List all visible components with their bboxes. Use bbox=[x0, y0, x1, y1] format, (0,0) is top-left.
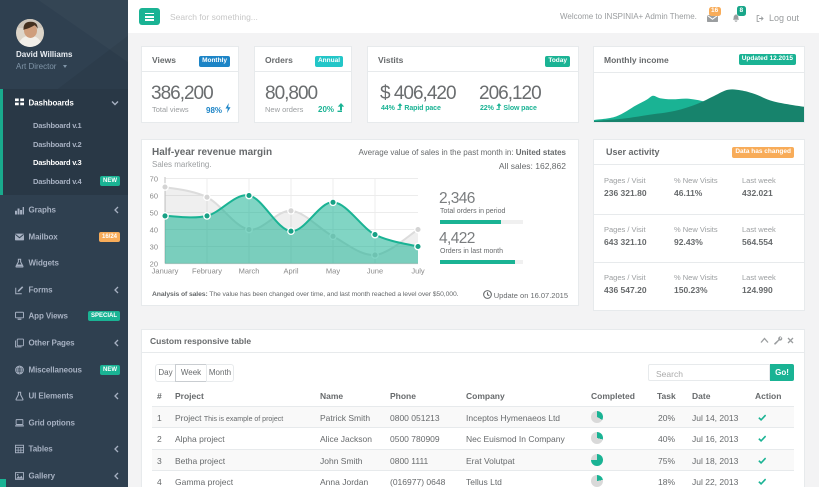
svg-text:50: 50 bbox=[150, 209, 158, 218]
svg-text:June: June bbox=[367, 267, 383, 276]
svg-text:March: March bbox=[239, 267, 260, 276]
svg-text:20: 20 bbox=[150, 260, 158, 269]
svg-text:30: 30 bbox=[150, 243, 158, 252]
svg-text:70: 70 bbox=[150, 175, 158, 184]
svg-text:April: April bbox=[283, 267, 298, 276]
svg-text:40: 40 bbox=[150, 226, 158, 235]
svg-text:February: February bbox=[192, 267, 222, 276]
svg-text:July: July bbox=[411, 267, 425, 276]
svg-text:January: January bbox=[152, 267, 179, 276]
svg-text:60: 60 bbox=[150, 192, 158, 201]
svg-text:May: May bbox=[326, 267, 340, 276]
